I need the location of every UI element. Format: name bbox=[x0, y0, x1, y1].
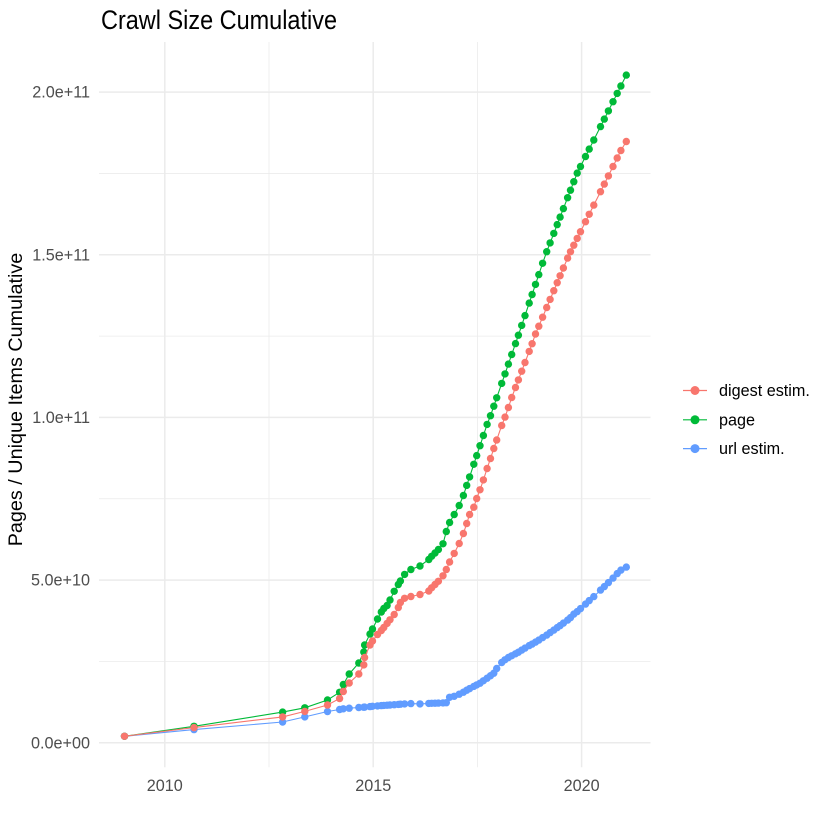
svg-text:2020: 2020 bbox=[564, 777, 600, 795]
svg-text:1.0e+11: 1.0e+11 bbox=[32, 409, 90, 427]
svg-text:2.0e+11: 2.0e+11 bbox=[32, 84, 90, 102]
svg-text:Pages / Unique Items Cumulativ: Pages / Unique Items Cumulative bbox=[5, 253, 27, 547]
svg-text:Crawl Size Cumulative: Crawl Size Cumulative bbox=[101, 5, 337, 35]
svg-text:0.0e+00: 0.0e+00 bbox=[31, 734, 90, 752]
svg-text:1.5e+11: 1.5e+11 bbox=[32, 246, 90, 264]
svg-text:5.0e+10: 5.0e+10 bbox=[31, 572, 90, 590]
svg-text:page: page bbox=[719, 411, 755, 429]
svg-text:2010: 2010 bbox=[147, 777, 183, 795]
svg-text:2015: 2015 bbox=[355, 777, 391, 795]
svg-text:url estim.: url estim. bbox=[719, 440, 785, 458]
svg-text:digest estim.: digest estim. bbox=[719, 382, 810, 400]
